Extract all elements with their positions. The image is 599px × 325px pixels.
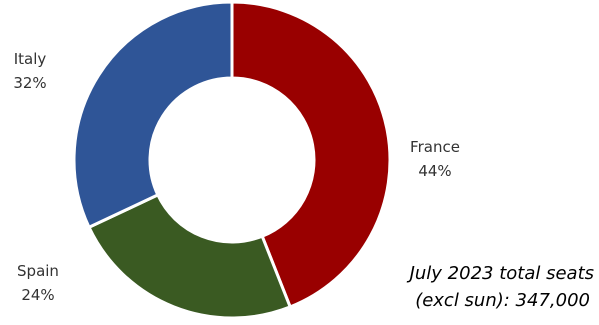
donut-slices	[72, 0, 392, 320]
label-france-name: France	[410, 138, 460, 156]
label-italy-value: 32%	[13, 74, 46, 92]
slice-spain	[87, 192, 293, 320]
annotation-line-1: July 2023 total seats	[407, 263, 594, 284]
label-italy-name: Italy	[14, 50, 47, 68]
slice-italy	[72, 0, 234, 230]
label-france-value: 44%	[418, 162, 451, 180]
label-spain-value: 24%	[21, 286, 54, 304]
label-spain-name: Spain	[17, 262, 59, 280]
annotation-line-2: (excl sun): 347,000	[415, 290, 590, 311]
slice-france	[230, 0, 392, 309]
